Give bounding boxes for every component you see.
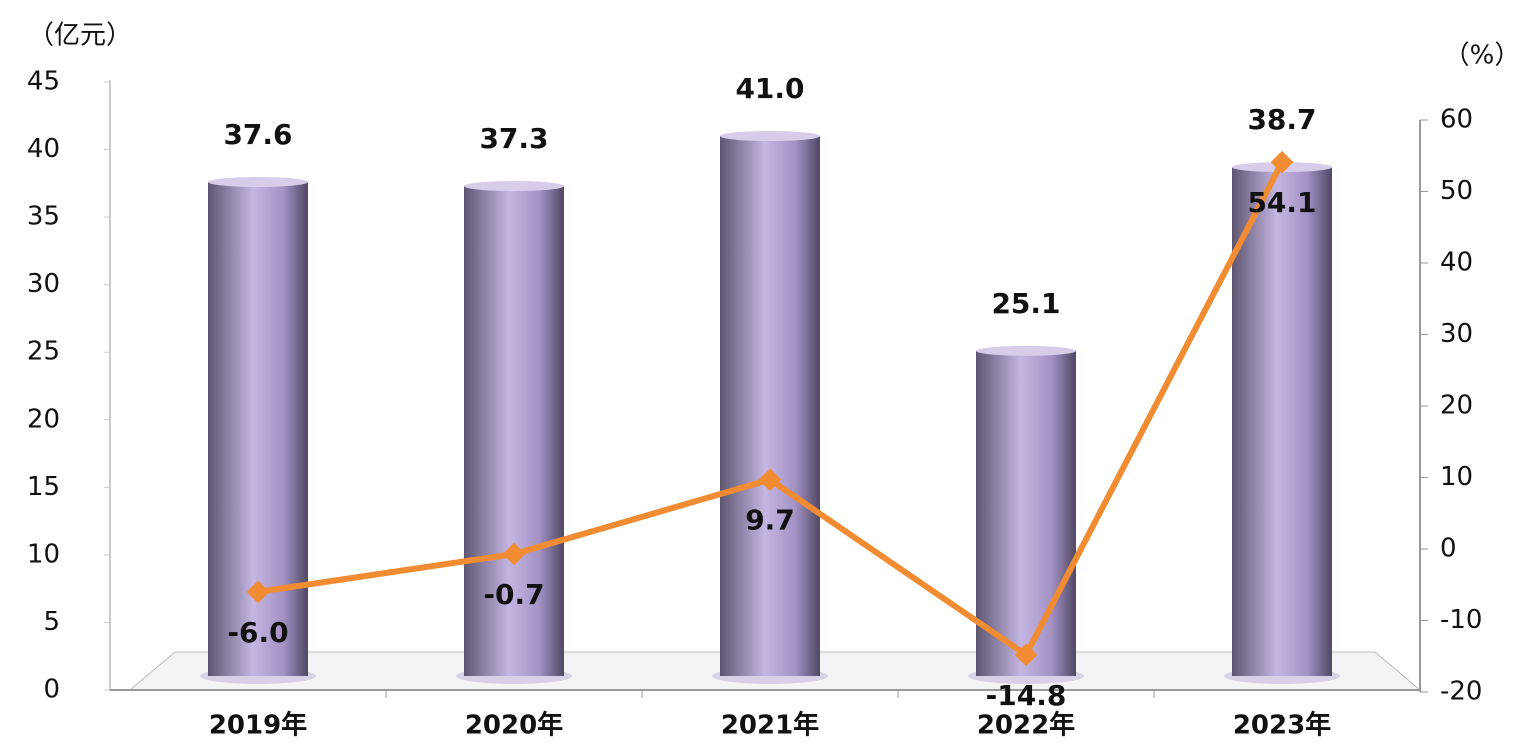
y-tick-label: 45 (27, 67, 60, 97)
y2-axis-label: （%） (1444, 41, 1521, 71)
y2-tick-label: 10 (1440, 462, 1473, 492)
y2-tick-label: 30 (1440, 319, 1473, 349)
line-value-label: 9.7 (745, 504, 795, 537)
y2-tick-label: 50 (1440, 176, 1473, 206)
line-value-label: 54.1 (1247, 186, 1316, 219)
bar-cap (464, 181, 564, 192)
line-marker (758, 468, 782, 491)
y-tick-label: 5 (43, 607, 60, 637)
y2-tick-label: 0 (1440, 534, 1457, 564)
bar-value-label: 41.0 (735, 72, 804, 105)
bar-cap (976, 345, 1076, 356)
y2-tick-label: 40 (1440, 248, 1473, 278)
x-tick-label: 2023年 (1233, 710, 1331, 741)
y-tick-label: 30 (27, 269, 60, 299)
x-tick-label: 2021年 (721, 710, 819, 741)
y-tick-label: 25 (27, 337, 60, 367)
bar-value-label: 38.7 (1247, 103, 1316, 136)
line-value-label: -14.8 (986, 679, 1067, 712)
bar-cap (720, 131, 820, 142)
bar (1232, 167, 1332, 676)
y-axis-label: （亿元） (28, 21, 132, 51)
bar-cap (208, 176, 308, 187)
line-value-label: -0.7 (483, 578, 544, 611)
bar-value-label: 37.3 (479, 122, 548, 155)
x-tick-label: 2020年 (465, 710, 563, 741)
y-tick-label: 0 (43, 675, 60, 705)
bar (720, 136, 820, 677)
y-tick-label: 20 (27, 404, 60, 434)
bar-value-label: 37.6 (223, 118, 292, 151)
x-tick-label: 2019年 (209, 710, 307, 741)
line-marker (1014, 643, 1038, 667)
line-marker (502, 542, 526, 566)
bar (464, 186, 564, 676)
y-tick-label: 40 (27, 134, 60, 164)
y2-tick-label: 60 (1440, 105, 1473, 135)
bar (976, 350, 1076, 676)
y2-tick-label: -10 (1440, 605, 1482, 635)
x-tick-label: 2022年 (977, 710, 1075, 741)
y2-tick-label: -20 (1440, 677, 1482, 707)
bar-value-label: 25.1 (991, 287, 1060, 320)
y-tick-label: 10 (27, 539, 60, 569)
y-tick-label: 15 (27, 472, 60, 502)
line-value-label: -6.0 (227, 616, 288, 649)
y2-tick-label: 20 (1440, 391, 1473, 421)
y-tick-label: 35 (27, 202, 60, 232)
